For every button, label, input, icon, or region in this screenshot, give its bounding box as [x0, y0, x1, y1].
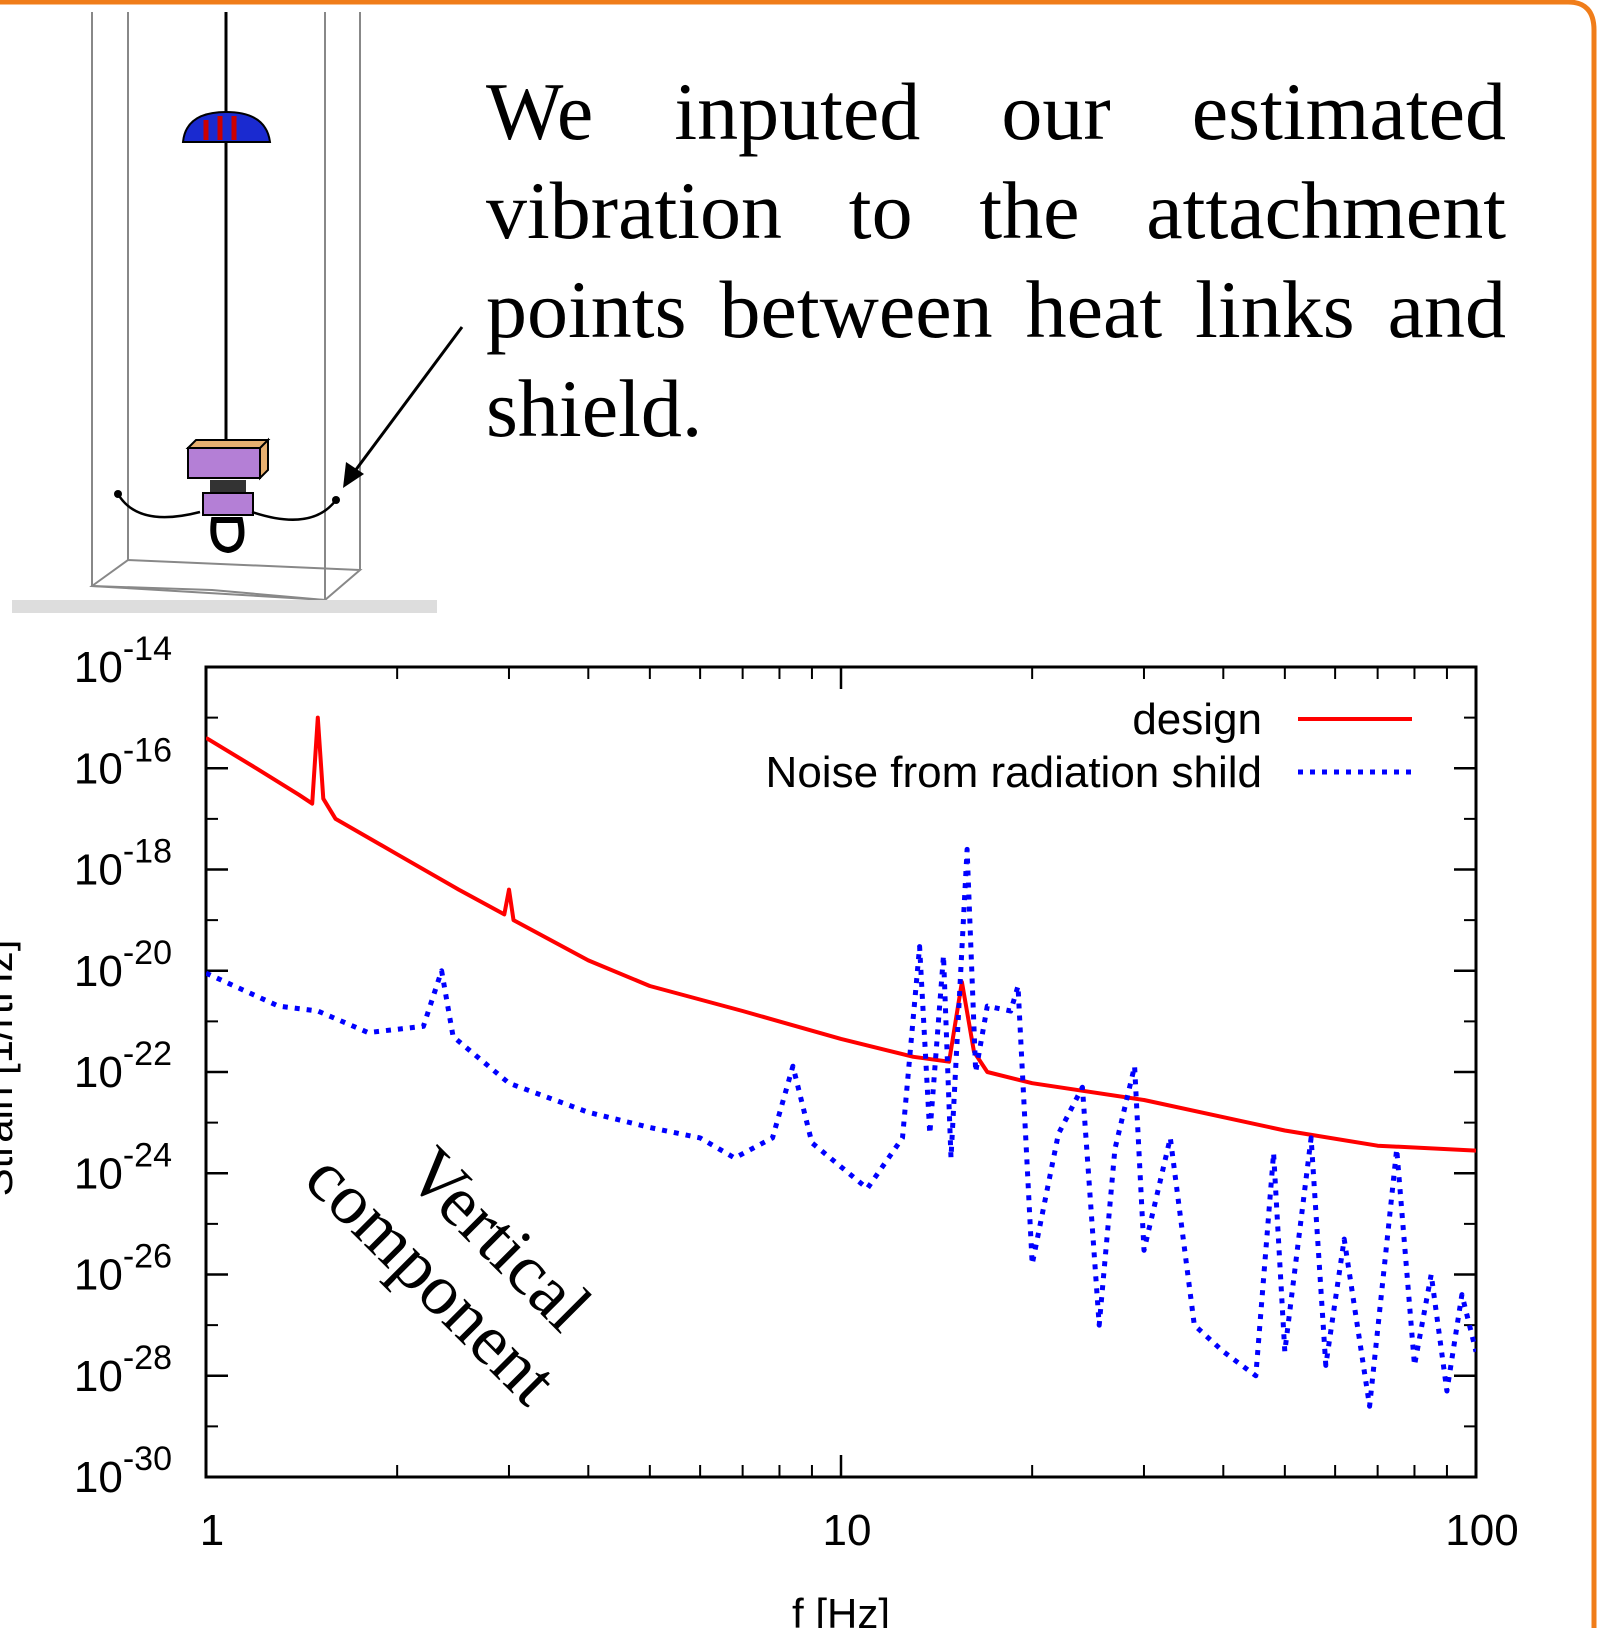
series-line	[206, 715, 1476, 1153]
y-tick-exponent: -24	[123, 1136, 172, 1174]
recoil-mass	[210, 480, 246, 492]
x-tick-label: 100	[1445, 1506, 1518, 1555]
y-tick-base: 10	[74, 947, 123, 996]
y-tick-exponent: -18	[123, 833, 172, 871]
y-tick-exponent: -20	[123, 934, 172, 972]
arrow-head	[343, 462, 364, 488]
mirror	[210, 517, 245, 554]
y-tick-label: 10-26	[74, 1238, 172, 1300]
y-tick-exponent: -30	[123, 1440, 172, 1478]
y-tick-label: 10-22	[74, 1035, 172, 1097]
y-tick-label: 10-20	[74, 934, 172, 996]
divider	[12, 600, 437, 613]
y-tick-base: 10	[74, 1251, 123, 1300]
heat-link	[116, 493, 337, 521]
y-tick-exponent: -26	[123, 1238, 172, 1276]
legend-label: design	[1132, 695, 1262, 744]
y-tick-exponent: -14	[123, 630, 172, 668]
y-tick-label: 10-18	[74, 833, 172, 895]
series-line	[206, 846, 1476, 1409]
y-tick-label: 10-30	[74, 1440, 172, 1502]
upper-mass-stripes	[203, 116, 237, 140]
arrow	[350, 326, 464, 476]
y-tick-base: 10	[74, 1048, 123, 1097]
x-tick-label: 10	[823, 1506, 872, 1555]
y-tick-base: 10	[74, 846, 123, 895]
mass-side	[185, 437, 271, 481]
mirror-holder	[202, 492, 254, 516]
y-tick-base: 10	[74, 1453, 123, 1502]
y-tick-label: 10-14	[74, 630, 172, 692]
y-tick-base: 10	[74, 643, 123, 692]
y-tick-exponent: -28	[123, 1339, 172, 1377]
y-tick-base: 10	[74, 1352, 123, 1401]
attachment-point	[332, 496, 340, 504]
y-tick-label: 10-16	[74, 731, 172, 793]
shield-drawing	[89, 12, 363, 602]
y-tick-exponent: -22	[123, 1035, 172, 1073]
legend-label: Noise from radiation shild	[766, 748, 1262, 797]
y-tick-label: 10-28	[74, 1339, 172, 1401]
y-tick-label: 10-24	[74, 1136, 172, 1198]
y-tick-base: 10	[74, 744, 123, 793]
attachment-point	[114, 490, 122, 498]
y-tick-base: 10	[74, 1149, 123, 1198]
y-tick-exponent: -16	[123, 731, 172, 769]
y-axis-label: Strain [1/rtHz]	[0, 940, 21, 1197]
description: We inputed our estimated vibration to th…	[486, 66, 1506, 454]
x-axis-label: f [Hz]	[792, 1590, 890, 1628]
x-tick-label: 1	[200, 1506, 224, 1555]
